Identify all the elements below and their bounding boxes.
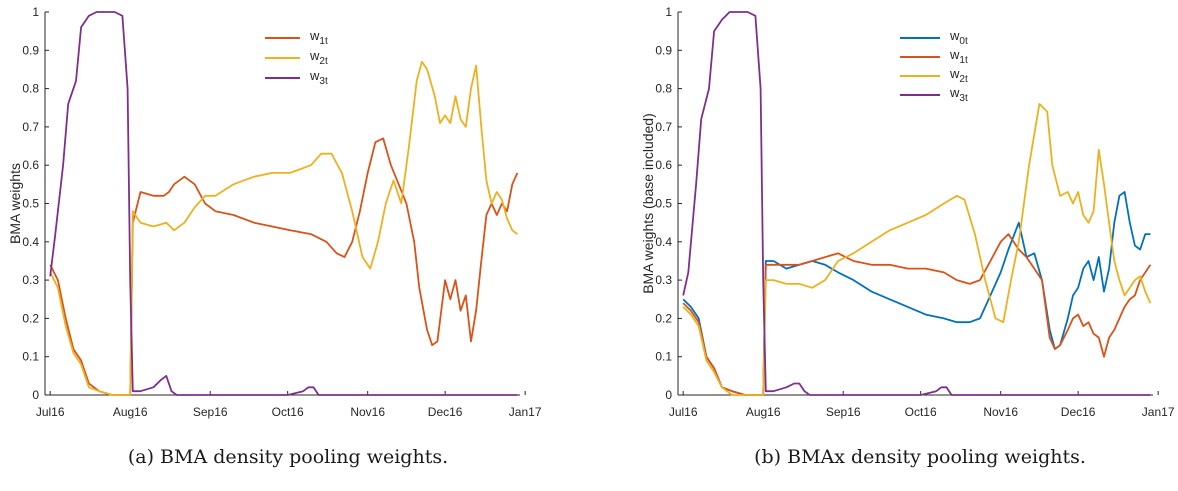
legend-label-1t: w1t	[949, 47, 968, 66]
y-tick-label: 0.1	[22, 350, 39, 364]
legend-label-3t: w3t	[309, 68, 328, 87]
y-tick-label: 0.7	[655, 120, 672, 134]
x-tick-label: Jan17	[509, 405, 542, 419]
y-tick-label: 0	[32, 388, 39, 402]
series-line-1t	[682, 233, 1152, 396]
series-line-1t	[49, 137, 519, 396]
y-tick-label: 0.2	[22, 311, 39, 325]
y-tick-label: 0.6	[22, 158, 39, 172]
y-axis-label: BMA weights	[7, 163, 23, 244]
x-tick-label: Aug16	[113, 405, 148, 419]
series-line-2t	[49, 60, 518, 396]
x-tick-label: Dec16	[428, 405, 463, 419]
x-tick-label: Oct16	[272, 405, 304, 419]
y-tick-label: 1	[32, 5, 39, 19]
x-tick-label: Dec16	[1061, 405, 1096, 419]
x-tick-label: Jul16	[36, 405, 65, 419]
y-tick-label: 0.7	[22, 120, 39, 134]
y-tick-label: 0.3	[655, 273, 672, 287]
y-tick-label: 0.8	[655, 82, 672, 96]
y-tick-label: 0.9	[22, 43, 39, 57]
chart-a: 0 0.1 0.2 0.3 0.4 0.5 0.6 0.7 0.8 0.9 1 Jul16 Aug16 S…	[7, 5, 542, 419]
y-tick-label: 0.3	[22, 273, 39, 287]
y-tick-label: 1	[665, 5, 672, 19]
y-tick-label: 0.9	[655, 43, 672, 57]
x-tick-label: Sep16	[826, 405, 861, 419]
x-tick-label: Jul16	[669, 405, 698, 419]
y-tick-label: 0.6	[655, 158, 672, 172]
y-tick-label: 0	[665, 388, 672, 402]
y-tick-label: 0.4	[22, 235, 39, 249]
y-tick-label: 0.1	[655, 350, 672, 364]
legend-label-1t: w1t	[309, 28, 328, 47]
series-line-2t	[682, 103, 1152, 396]
chart-b: 0 0.1 0.2 0.3 0.4 0.5 0.6 0.7 0.8 0.9 1 Jul16 Aug16 S…	[640, 5, 1175, 419]
series-line-0t	[682, 191, 1151, 396]
legend-label-0t: w0t	[949, 28, 968, 47]
x-tick-label: Jan17	[1142, 405, 1175, 419]
y-tick-label: 0.2	[655, 311, 672, 325]
x-tick-label: Aug16	[746, 405, 781, 419]
legend-label-2t: w2t	[309, 48, 328, 67]
x-tick-label: Sep16	[193, 405, 228, 419]
legend-label-3t: w3t	[949, 85, 968, 104]
x-tick-label: Oct16	[905, 405, 937, 419]
caption-a: (a) BMA density pooling weights.	[128, 446, 448, 468]
legend-label-2t: w2t	[949, 66, 968, 85]
x-tick-label: Nov16	[350, 405, 385, 419]
x-tick-label: Nov16	[983, 405, 1018, 419]
y-tick-label: 0.8	[22, 82, 39, 96]
y-tick-label: 0.5	[22, 197, 39, 211]
series-line-3t	[49, 11, 518, 396]
y-tick-label: 0.4	[655, 235, 672, 249]
series-line-3t	[682, 11, 1151, 396]
y-tick-label: 0.5	[655, 197, 672, 211]
caption-b: (b) BMAx density pooling weights.	[754, 446, 1086, 468]
y-axis-label: BMA weights (base included)	[640, 113, 656, 294]
